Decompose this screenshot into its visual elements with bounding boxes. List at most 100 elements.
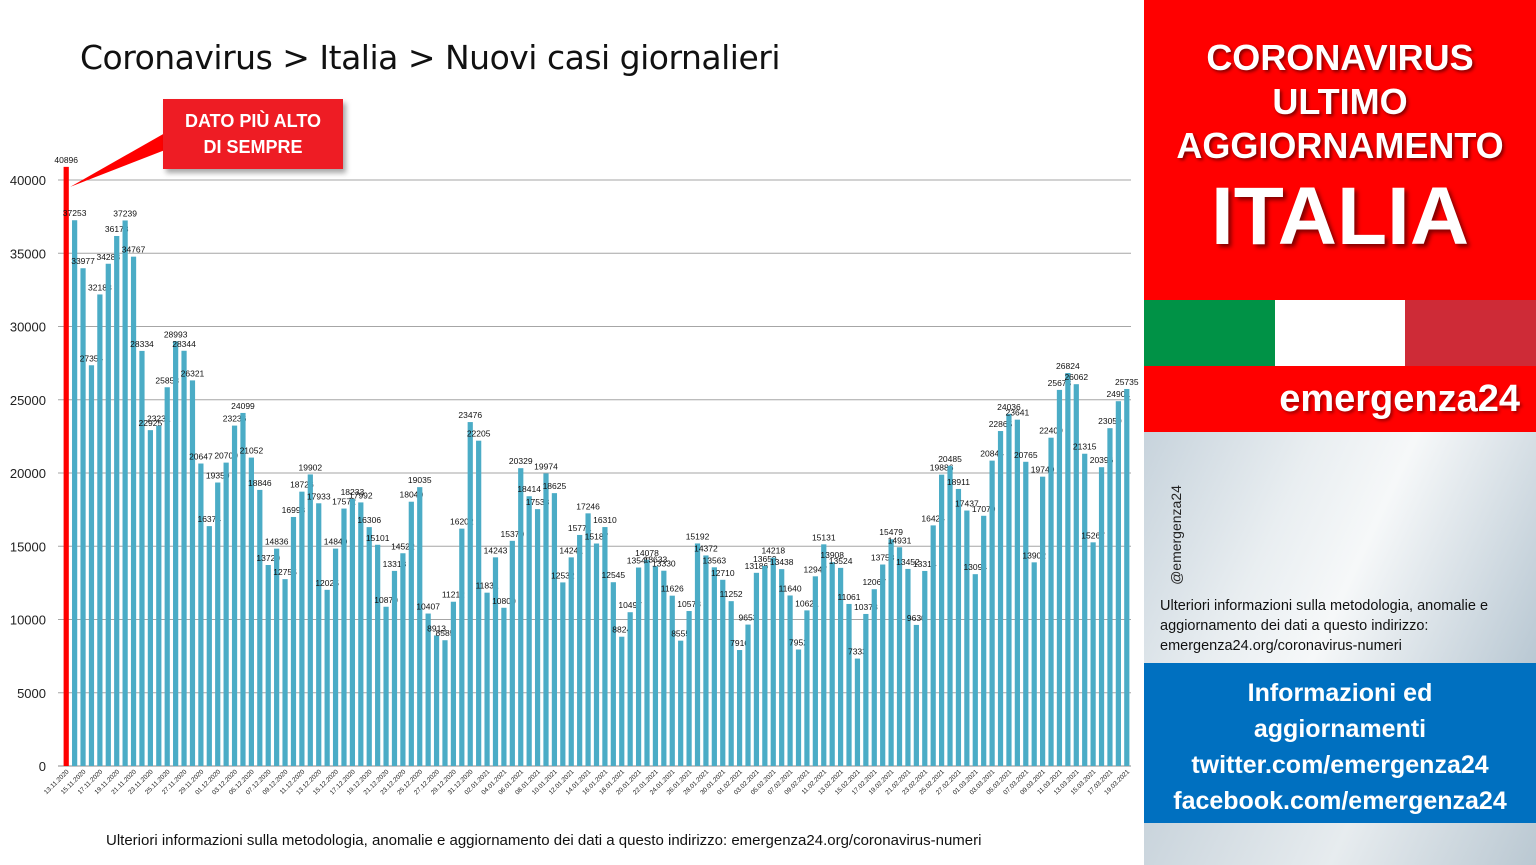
y-tick-label: 40000 (10, 173, 46, 188)
bar (257, 489, 263, 766)
data-label: 25673 (1048, 378, 1072, 388)
data-label: 37253 (63, 208, 87, 218)
bar (105, 263, 111, 766)
callout-line-2: DI SEMPRE (203, 137, 303, 157)
bar (1115, 401, 1121, 766)
bar (122, 220, 128, 766)
data-label: 36178 (105, 224, 129, 234)
bar (678, 640, 684, 766)
bar (635, 567, 642, 766)
data-label: 26824 (1056, 361, 1080, 371)
data-label: 19974 (534, 461, 558, 471)
bar (669, 595, 675, 766)
bar (114, 235, 120, 766)
data-label: 28993 (164, 329, 188, 339)
y-tick-label: 30000 (10, 320, 46, 335)
data-label: 16374 (197, 514, 221, 524)
data-label: 10621 (795, 598, 819, 608)
data-label: 33977 (71, 256, 95, 266)
bar (206, 526, 212, 766)
bar (282, 579, 288, 766)
bar (863, 613, 869, 766)
bar (694, 543, 701, 766)
bar (896, 547, 903, 766)
data-label: 16306 (357, 515, 381, 525)
data-label: 10578 (677, 599, 701, 609)
brand-name: emergenza24 (1279, 378, 1520, 420)
data-label: 21315 (1073, 442, 1097, 452)
data-label: 34767 (122, 245, 146, 255)
bar (543, 473, 549, 766)
bar (147, 430, 153, 766)
data-label: 9653 (739, 613, 758, 623)
bar (433, 635, 440, 766)
data-label: 11626 (661, 584, 684, 594)
bar (215, 482, 221, 766)
bar (425, 613, 431, 766)
data-label: 37239 (113, 208, 137, 218)
bar (1073, 384, 1079, 766)
y-tick-label: 0 (39, 759, 46, 774)
data-label: 8913 (427, 623, 446, 633)
bar (703, 555, 709, 766)
data-label: 16424 (921, 513, 945, 523)
data-label: 16202 (450, 517, 474, 527)
data-label: 9630 (907, 613, 926, 623)
data-label: 13524 (829, 556, 853, 566)
footer-note: Ulteriori informazioni sulla metodologia… (106, 832, 982, 849)
bar (518, 468, 524, 766)
data-label: 18414 (517, 484, 541, 494)
data-label: 17246 (576, 501, 600, 511)
background-photo-bottom (1144, 823, 1536, 865)
bar (391, 570, 398, 766)
data-label: 19886 (930, 463, 954, 473)
bar (181, 350, 187, 766)
bar (787, 595, 793, 766)
data-label: 18233 (341, 487, 365, 497)
bar (341, 508, 347, 766)
data-label: 14218 (761, 546, 785, 556)
bar (1031, 562, 1037, 766)
facebook-link[interactable]: facebook.com/emergenza24 (1173, 787, 1507, 815)
data-label: 40896 (54, 155, 78, 165)
data-label: 7916 (730, 638, 749, 648)
bar (501, 607, 507, 766)
bar (509, 540, 515, 766)
bar (930, 525, 936, 766)
data-label: 18911 (947, 477, 970, 487)
bar (1006, 413, 1012, 766)
bar (139, 350, 145, 766)
data-label: 13438 (770, 557, 794, 567)
twitter-link[interactable]: twitter.com/emergenza24 (1191, 751, 1489, 779)
country-label: ITALIA (1210, 171, 1470, 262)
bar (332, 548, 339, 766)
bar (846, 603, 852, 766)
social-line-1: Informazioni ed (1247, 679, 1433, 707)
bar (1107, 428, 1113, 766)
bar (408, 501, 414, 766)
bar (837, 567, 844, 766)
bar (1023, 461, 1029, 766)
bar (728, 601, 734, 766)
data-label: 13753 (871, 553, 895, 563)
data-label: 13186 (745, 561, 769, 571)
bar (955, 488, 962, 766)
bar (770, 557, 776, 766)
bar (551, 493, 558, 766)
headline-box: CORONAVIRUS ULTIMO AGGIORNAMENTO ITALIA (1144, 0, 1536, 300)
headline-line-3: AGGIORNAMENTO (1176, 125, 1504, 166)
background-photo: @emergenza24 Ulteriori informazioni sull… (1144, 432, 1536, 663)
data-label: 20396 (1090, 455, 1114, 465)
data-label: 20709 (214, 451, 238, 461)
bar (375, 544, 381, 766)
bar (383, 606, 389, 766)
bar (753, 572, 760, 766)
data-label: 15187 (585, 532, 609, 542)
data-label: 17992 (349, 490, 373, 500)
bar (627, 612, 633, 766)
data-label: 24099 (231, 401, 255, 411)
data-label: 13330 (652, 559, 676, 569)
callout-line-1: DATO PIÙ ALTO (184, 111, 321, 131)
bar (829, 562, 835, 766)
data-label: 19749 (1031, 465, 1055, 475)
